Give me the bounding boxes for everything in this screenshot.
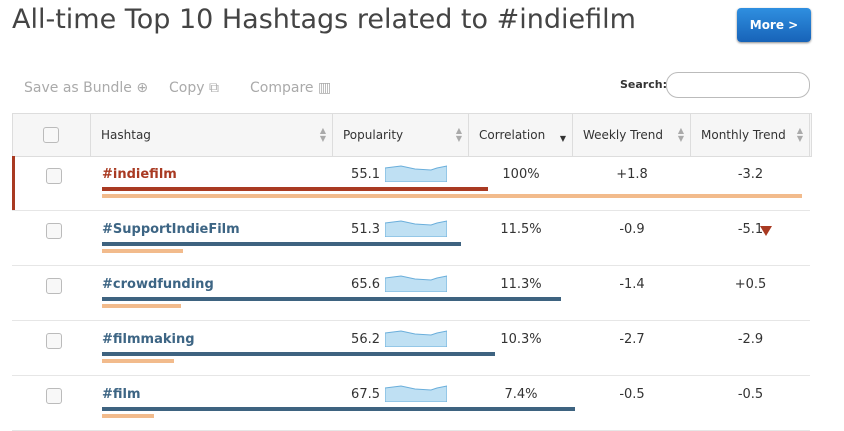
checkbox[interactable] — [43, 127, 59, 143]
sparkline-svg — [384, 275, 448, 293]
page: All-time Top 10 Hashtags related to #ind… — [12, 4, 812, 431]
correlation-bar — [102, 304, 182, 308]
column-header[interactable]: Monthly Trend ▲ ▼ — [691, 113, 810, 157]
row-divider — [12, 320, 810, 321]
sparkline — [384, 219, 448, 238]
sparkline-svg — [384, 330, 448, 348]
correlation: 11.3% — [500, 277, 542, 292]
hashtag[interactable]: #filmmaking — [102, 332, 195, 347]
column-title: Popularity — [343, 128, 404, 142]
correlation: 7.4% — [504, 387, 538, 402]
sort-icon: ▲ ▼ — [319, 126, 326, 143]
sparkline — [384, 329, 448, 348]
sort-icon: ▲ ▼ — [677, 126, 684, 143]
column-header[interactable]: Weekly Trend ▲ ▼ — [573, 113, 691, 157]
monthly-trend: -5.1 — [737, 222, 764, 237]
sparkline-svg — [384, 165, 448, 183]
down-arrow — [760, 226, 772, 236]
sort-icon: ▲ ▼ — [796, 126, 803, 143]
search-input[interactable] — [666, 72, 810, 98]
weekly-trend: +1.8 — [616, 167, 648, 182]
sparkline — [384, 384, 448, 403]
hashtag[interactable]: #film — [102, 387, 141, 402]
checkbox[interactable] — [46, 388, 62, 404]
monthly-trend: -0.5 — [737, 387, 764, 402]
correlation-bar — [102, 249, 183, 253]
hashtag[interactable]: #indiefilm — [102, 167, 177, 182]
weekly-trend: -0.9 — [619, 222, 645, 237]
copy[interactable]: Copy ⧉ — [169, 80, 219, 96]
row-divider — [12, 210, 810, 211]
popularity-bar — [102, 352, 496, 356]
sparkline-svg — [384, 385, 448, 403]
popularity-bar — [102, 297, 562, 301]
label: Copy — [169, 80, 205, 96]
popularity: 56.2 — [351, 332, 380, 347]
weekly-trend: -0.5 — [619, 387, 645, 402]
correlation-bar — [102, 414, 154, 418]
correlation: 11.5% — [500, 222, 542, 237]
monthly-trend: -3.2 — [737, 167, 764, 182]
label: Save as Bundle — [24, 80, 132, 96]
popularity: 67.5 — [351, 387, 380, 402]
table-header — [12, 113, 812, 157]
row-divider — [12, 265, 810, 266]
popularity: 55.1 — [351, 167, 380, 182]
search-label: Search: — [620, 78, 667, 91]
select-all[interactable] — [12, 113, 91, 157]
checkbox[interactable] — [46, 168, 62, 184]
monthly-trend: -2.9 — [737, 332, 764, 347]
sparkline — [384, 164, 448, 183]
column-title: Monthly Trend — [701, 128, 786, 142]
sparkline-svg — [384, 220, 448, 238]
column-header[interactable]: Popularity ▲ ▼ — [333, 113, 469, 157]
weekly-trend: -1.4 — [619, 277, 645, 292]
compare[interactable]: Compare ▥ — [250, 80, 332, 96]
label: Compare — [250, 80, 314, 96]
selected-marker — [12, 156, 15, 211]
page-title: All-time Top 10 Hashtags related to #ind… — [12, 4, 636, 35]
sort-icon: ▼ — [559, 134, 566, 143]
hashtag[interactable]: #crowdfunding — [102, 277, 214, 292]
correlation: 10.3% — [500, 332, 542, 347]
popularity-bar — [102, 407, 575, 411]
correlation-bar — [102, 194, 802, 198]
sparkline — [384, 274, 448, 293]
column-header[interactable]: Correlation ▼ — [469, 113, 573, 157]
column-title: Correlation — [479, 128, 546, 142]
save-bundle[interactable]: Save as Bundle ⊕ — [24, 80, 149, 96]
checkbox[interactable] — [46, 278, 62, 294]
correlation: 100% — [502, 167, 540, 182]
more-button[interactable]: More > — [737, 8, 811, 42]
popularity-bar — [102, 187, 488, 191]
checkbox[interactable] — [46, 333, 62, 349]
popularity: 51.3 — [351, 222, 380, 237]
correlation-bar — [102, 359, 175, 363]
popularity-bar — [102, 242, 462, 246]
column-title: Weekly Trend — [583, 128, 663, 142]
column-header[interactable]: Hashtag ▲ ▼ — [91, 113, 333, 157]
monthly-trend: +0.5 — [734, 277, 767, 292]
column-title: Hashtag — [101, 128, 151, 142]
hashtag[interactable]: #SupportIndieFilm — [102, 222, 240, 237]
popularity: 65.6 — [351, 277, 380, 292]
sort-icon: ▲ ▼ — [455, 126, 462, 143]
weekly-trend: -2.7 — [619, 332, 645, 347]
checkbox[interactable] — [46, 223, 62, 239]
row-divider — [12, 375, 810, 376]
